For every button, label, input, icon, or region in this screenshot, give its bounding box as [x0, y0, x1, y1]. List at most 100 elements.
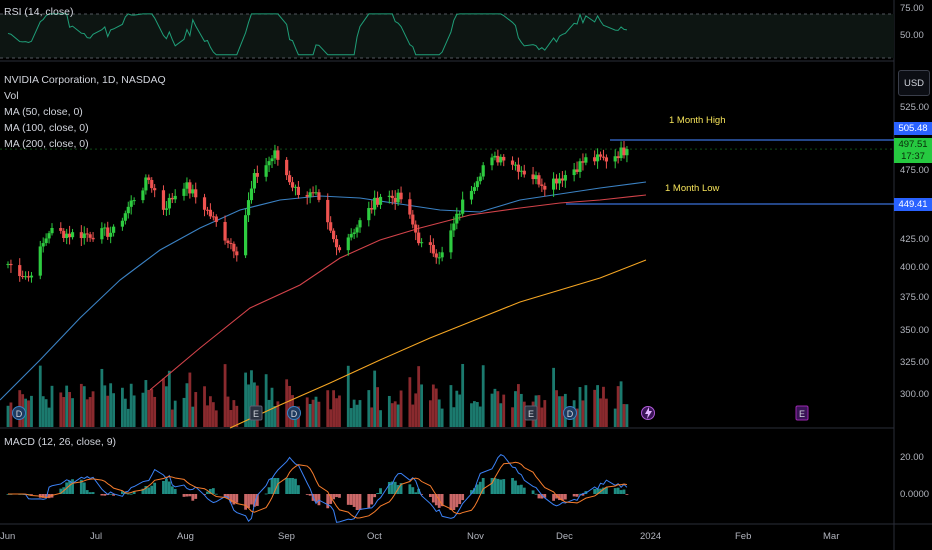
volume-bar	[9, 402, 13, 427]
volume-bar	[47, 407, 51, 427]
volume-bar	[387, 395, 391, 427]
candle-body	[604, 157, 608, 162]
candle-body	[305, 194, 309, 197]
volume-bar	[332, 390, 335, 427]
candle-body	[552, 178, 556, 190]
macd-tick-20: 20.00	[900, 452, 924, 463]
candle-body	[431, 244, 435, 254]
volume-bar	[349, 408, 353, 427]
volume-bar	[317, 401, 321, 427]
volume-bar	[376, 387, 379, 427]
macd-histogram-bar	[452, 494, 456, 510]
volume-bar	[50, 385, 54, 427]
candle-body	[373, 197, 377, 210]
candle-body	[106, 227, 110, 237]
volume-bar	[561, 396, 564, 427]
macd-histogram-bar	[291, 478, 294, 494]
macd-histogram-bar	[552, 494, 555, 501]
volume-bar	[522, 401, 526, 427]
volume-bar	[253, 382, 256, 427]
macd-histogram-bar	[267, 487, 271, 494]
macd-histogram-bar	[473, 488, 476, 494]
candle-body	[79, 232, 83, 239]
candle-body	[141, 190, 145, 201]
earnings-marker-box	[524, 405, 538, 421]
dividend-marker[interactable]: D	[12, 406, 26, 420]
time-tick-feb: Feb	[735, 531, 752, 542]
macd-histogram-bar	[519, 484, 523, 494]
volume-bar	[305, 397, 309, 427]
candle-body	[82, 233, 86, 239]
candle-body	[332, 230, 336, 240]
macd-histogram-bar	[470, 490, 473, 494]
macd-histogram-bar	[203, 494, 206, 495]
macd-histogram-bar	[622, 489, 626, 494]
macd-histogram-bar	[596, 488, 599, 494]
candle-body	[167, 197, 171, 209]
ma200-line	[229, 259, 647, 429]
dividend-marker[interactable]: D	[287, 406, 301, 420]
macd-histogram-bar	[121, 491, 124, 494]
volume-bar	[285, 379, 289, 427]
macd-histogram-bar	[326, 494, 330, 509]
earnings-marker[interactable]: E	[249, 405, 263, 421]
candle-body	[452, 223, 456, 231]
macd-histogram-bar	[30, 494, 33, 495]
macd-histogram-bar	[182, 494, 186, 497]
time-tick-jun: Jun	[0, 531, 16, 542]
volume-bar	[223, 364, 227, 427]
macd-histogram-bar	[153, 482, 157, 494]
candle-body	[367, 208, 371, 221]
macd-histogram-bar	[358, 494, 362, 510]
candle-body	[144, 177, 148, 191]
dividend-marker[interactable]: D	[563, 406, 577, 420]
volume-bar	[470, 403, 473, 427]
macd-histogram-bar	[165, 478, 168, 494]
macd-histogram-bar	[294, 478, 297, 494]
candle-body	[270, 158, 274, 162]
volume-bar	[326, 390, 330, 427]
earnings-marker[interactable]: E	[524, 405, 538, 421]
candle-body	[601, 156, 606, 158]
volume-bar	[537, 395, 541, 427]
earnings-marker-box	[795, 405, 809, 421]
candle-body	[478, 176, 482, 182]
candle-body	[132, 200, 136, 202]
macd-histogram-bar	[235, 494, 239, 503]
macd-histogram-bar	[285, 478, 289, 494]
candle-body	[252, 173, 256, 189]
volume-bar	[150, 389, 154, 427]
volume-bar	[411, 404, 415, 427]
macd-histogram-bar	[100, 494, 104, 496]
candle-body	[490, 157, 494, 166]
candle-body	[103, 227, 107, 229]
macd-histogram-bar	[129, 493, 133, 495]
volume-bar	[434, 388, 438, 427]
macd-histogram-bar	[270, 478, 274, 494]
month-high-annotation: 1 Month High	[669, 115, 726, 126]
currency-button[interactable]: USD	[898, 70, 930, 96]
volume-bar	[605, 398, 608, 427]
volume-bar	[162, 378, 165, 427]
volume-bar	[602, 386, 605, 427]
candle-body	[378, 196, 383, 205]
candle-body	[593, 157, 597, 162]
candle-body	[387, 195, 391, 197]
volume-bar	[338, 395, 341, 427]
volume-bar	[229, 410, 233, 427]
candle-body	[540, 184, 544, 186]
volume-bar	[173, 400, 177, 427]
candle-body	[91, 237, 95, 240]
volume-bar	[185, 383, 189, 427]
volume-bar	[112, 393, 115, 427]
time-tick-nov: Nov	[467, 531, 484, 542]
macd-histogram-bar	[370, 494, 374, 505]
earnings-marker[interactable]: E	[795, 405, 809, 421]
macd-histogram-bar	[408, 484, 412, 494]
macd-histogram-bar	[332, 494, 335, 500]
candle-body	[41, 243, 45, 247]
price-tick-475: 475.00	[900, 165, 930, 176]
macd-histogram-bar	[82, 482, 86, 494]
dividend-marker-circle	[287, 406, 301, 420]
